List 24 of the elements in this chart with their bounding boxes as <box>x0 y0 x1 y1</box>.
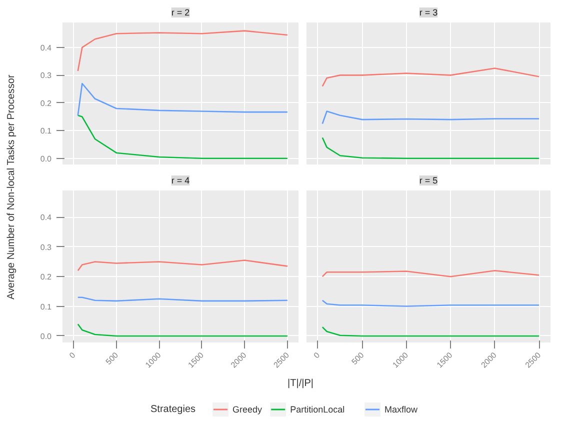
y-tick-label: 0.1 <box>40 126 52 136</box>
x-tick-label: 500 <box>104 350 120 366</box>
x-tick-label: 0 <box>312 350 322 360</box>
y-tick-label: 0.1 <box>40 302 52 312</box>
legend-label: Maxflow <box>384 404 418 414</box>
legend-label: Greedy <box>232 404 263 414</box>
y-tick-label: 0.3 <box>40 242 52 252</box>
x-axis-title: |T|/|P| <box>288 378 314 389</box>
chart-title: r = 2 <box>171 8 190 18</box>
y-tick-label: 0.2 <box>40 272 52 282</box>
y-tick-label: 0.4 <box>40 43 52 52</box>
chart-title: r = 5 <box>419 176 438 186</box>
y-tick-label: 0.0 <box>40 332 52 341</box>
x-tick-label: 0 <box>68 350 78 360</box>
x-tick-label: 500 <box>350 350 366 366</box>
y-tick-label: 0.3 <box>40 71 52 80</box>
y-tick-label: 0.4 <box>40 213 52 222</box>
y-axis-title: Average Number of Non-local Tasks per Processor <box>6 74 17 300</box>
legend-label: PartitionLocal <box>290 404 345 414</box>
y-tick-label: 0.0 <box>40 154 52 164</box>
legend-title: Strategies <box>150 404 196 415</box>
chart-title: r = 3 <box>419 8 438 18</box>
y-tick-label: 0.2 <box>40 98 52 108</box>
chart-title: r = 4 <box>171 176 190 186</box>
